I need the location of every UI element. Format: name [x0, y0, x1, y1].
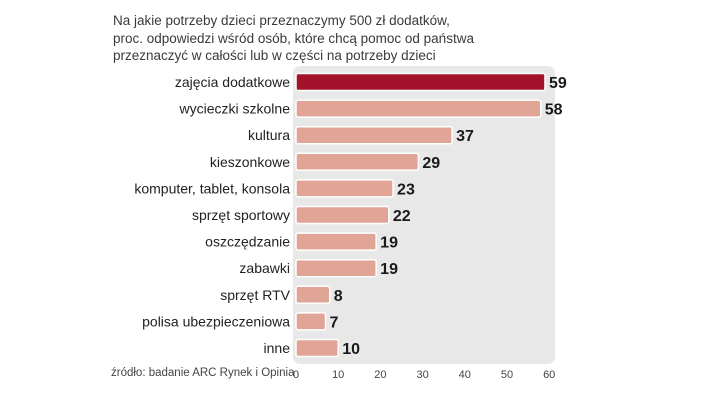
- chart-title: Na jakie potrzeby dzieci przeznaczymy 50…: [113, 12, 533, 65]
- x-tick-label-40: 40: [459, 369, 471, 381]
- value-label-zabawki: 19: [380, 261, 398, 278]
- bar-zabawki: [295, 258, 377, 278]
- bar-sprzet-rtv: [295, 285, 331, 305]
- bar-inne: [295, 338, 339, 358]
- value-label-inne: 10: [342, 341, 360, 358]
- value-label-sprzet-sportowy: 22: [393, 208, 411, 225]
- category-label-wycieczki-szkolne: wycieczki szkolne: [179, 101, 291, 117]
- chart-title-line-2: proc. odpowiedzi wśród osób, które chcą …: [113, 30, 474, 46]
- x-tick-label-10: 10: [332, 369, 344, 381]
- value-label-sprzet-rtv: 8: [334, 288, 343, 305]
- bar-sprzet-sportowy: [295, 205, 390, 225]
- bar-polisa-ubezpieczeniowa: [295, 312, 327, 331]
- category-label-inne: inne: [264, 340, 291, 356]
- x-tick-label-30: 30: [416, 369, 428, 381]
- value-label-oszczedzanie: 19: [380, 235, 398, 252]
- value-label-kultura: 37: [456, 128, 474, 145]
- category-label-polisa-ubezpieczeniowa: polisa ubezpieczeniowa: [142, 313, 290, 329]
- x-tick-label-50: 50: [501, 369, 513, 381]
- category-label-oszczedzanie: oszczędzanie: [205, 234, 290, 250]
- category-label-zabawki: zabawki: [239, 260, 290, 276]
- value-label-polisa-ubezpieczeniowa: 7: [330, 314, 339, 331]
- bar-oszczedzanie: [295, 232, 377, 251]
- bar-komputer-tablet-konsola: [295, 179, 394, 198]
- category-label-kieszonkowe: kieszonkowe: [210, 154, 290, 170]
- value-label-kieszonkowe: 29: [422, 155, 440, 172]
- bar-kultura: [295, 125, 453, 145]
- category-label-komputer-tablet-konsola: komputer, tablet, konsola: [134, 180, 290, 196]
- chart-title-line-1: Na jakie potrzeby dzieci przeznaczymy 50…: [113, 13, 450, 28]
- bar-wycieczki-szkolne: [295, 99, 542, 118]
- value-label-wycieczki-szkolne: 58: [545, 102, 563, 119]
- chart-title-line-3: przeznaczyć w całości lub w części na po…: [113, 48, 436, 63]
- value-label-zajecia-dodatkowe: 59: [549, 75, 567, 92]
- source-note: źródło: badanie ARC Rynek i Opinia: [111, 367, 295, 379]
- x-tick-label-0: 0: [293, 369, 299, 381]
- bar-zajecia-dodatkowe: [295, 72, 546, 92]
- category-label-kultura: kultura: [248, 127, 290, 143]
- value-label-komputer-tablet-konsola: 23: [397, 181, 415, 198]
- category-label-zajecia-dodatkowe: zajęcia dodatkowe: [175, 74, 290, 90]
- category-label-sprzet-rtv: sprzęt RTV: [220, 287, 290, 303]
- bar-kieszonkowe: [295, 152, 420, 172]
- x-tick-label-60: 60: [543, 369, 555, 381]
- x-tick-label-20: 20: [374, 369, 386, 381]
- category-label-sprzet-sportowy: sprzęt sportowy: [192, 207, 290, 223]
